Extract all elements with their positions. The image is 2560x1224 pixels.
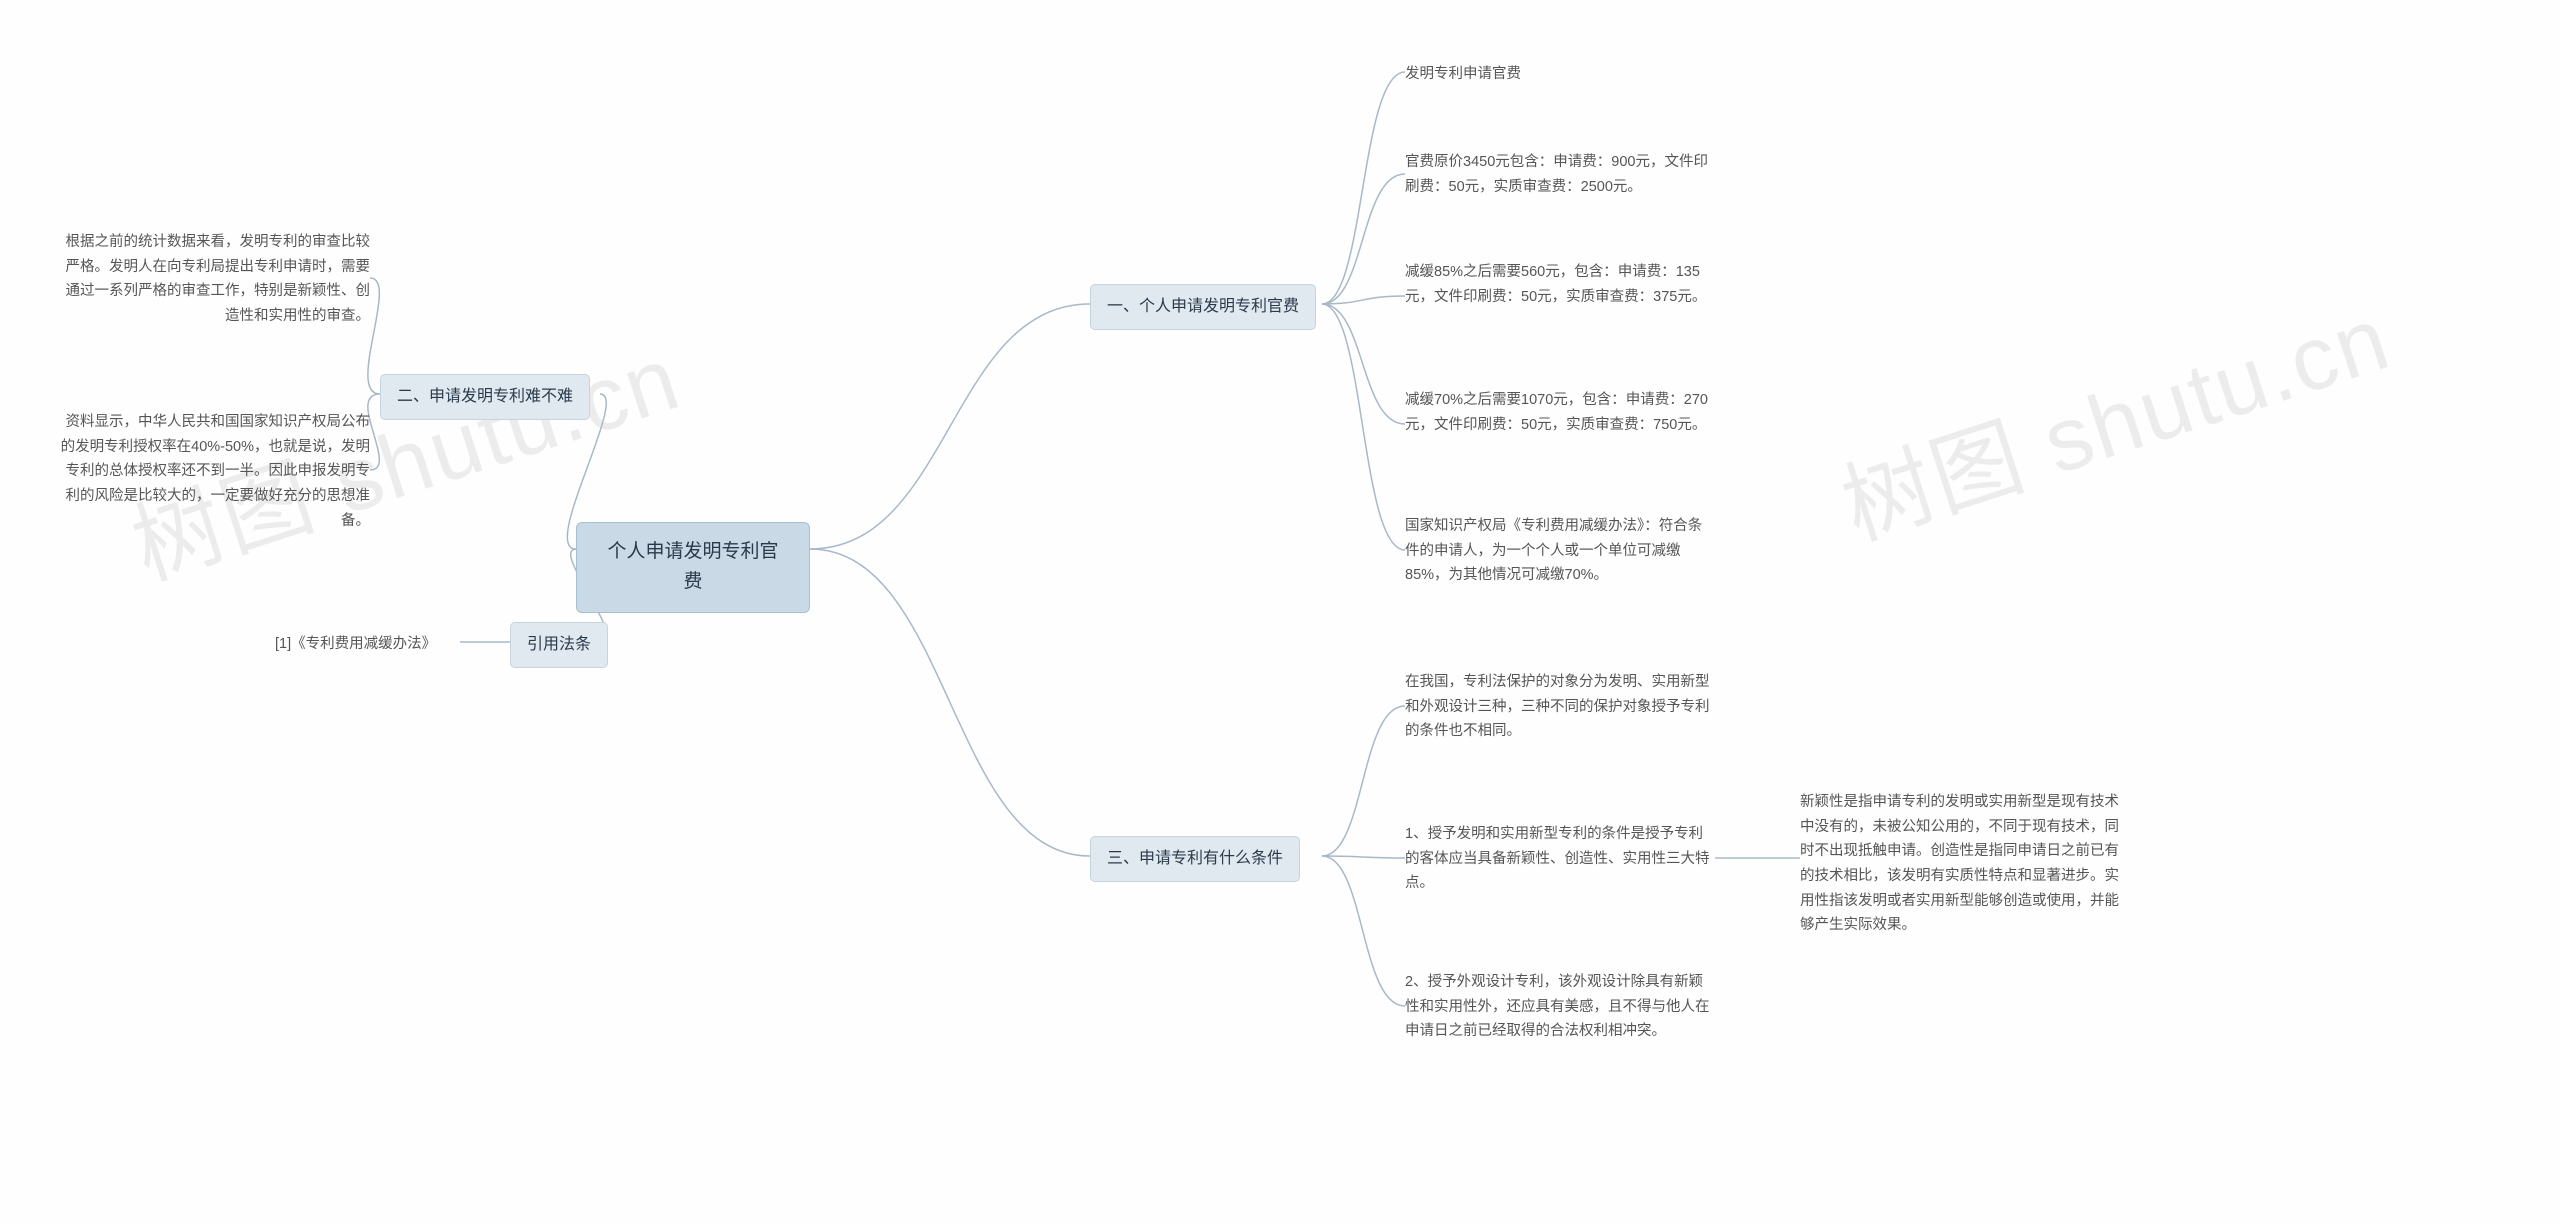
r2-leaf-2: 2、授予外观设计专利，该外观设计除具有新颖性和实用性外，还应具有美感，且不得与他…: [1405, 970, 1715, 1044]
l1-leaf-1: 资料显示，中华人民共和国国家知识产权局公布的发明专利授权率在40%-50%，也就…: [60, 410, 370, 533]
r1-leaf-2: 减缓85%之后需要560元，包含：申请费：135元，文件印刷费：50元，实质审查…: [1405, 260, 1715, 309]
l1-leaf-0: 根据之前的统计数据来看，发明专利的审查比较严格。发明人在向专利局提出专利申请时，…: [60, 230, 370, 329]
r1-leaf-1: 官费原价3450元包含：申请费：900元，文件印刷费：50元，实质审查费：250…: [1405, 150, 1715, 199]
branch-r1[interactable]: 一、个人申请发明专利官费: [1090, 284, 1316, 330]
r1-leaf-4: 国家知识产权局《专利费用减缓办法》：符合条件的申请人，为一个个人或一个单位可减缴…: [1405, 514, 1715, 588]
r2-sub-leaf: 新颖性是指申请专利的发明或实用新型是现有技术中没有的，未被公知公用的，不同于现有…: [1800, 790, 2130, 938]
branch-l1[interactable]: 二、申请发明专利难不难: [380, 374, 590, 420]
connector-layer: [0, 0, 2560, 1224]
r2-leaf-0: 在我国，专利法保护的对象分为发明、实用新型和外观设计三种，三种不同的保护对象授予…: [1405, 670, 1715, 744]
r1-leaf-0: 发明专利申请官费: [1405, 62, 1521, 87]
root-node[interactable]: 个人申请发明专利官费: [576, 522, 810, 613]
branch-l2[interactable]: 引用法条: [510, 622, 608, 668]
watermark-2: 树图 shutu.cn: [1824, 266, 2404, 565]
branch-r2[interactable]: 三、申请专利有什么条件: [1090, 836, 1300, 882]
l2-leaf-0: [1]《专利费用减缓办法》: [275, 632, 436, 657]
r1-leaf-3: 减缓70%之后需要1070元，包含：申请费：270元，文件印刷费：50元，实质审…: [1405, 388, 1715, 437]
mindmap-canvas: 树图 shutu.cn 树图 shutu.cn: [0, 0, 2560, 1224]
r2-leaf-1: 1、授予发明和实用新型专利的条件是授予专利的客体应当具备新颖性、创造性、实用性三…: [1405, 822, 1715, 896]
